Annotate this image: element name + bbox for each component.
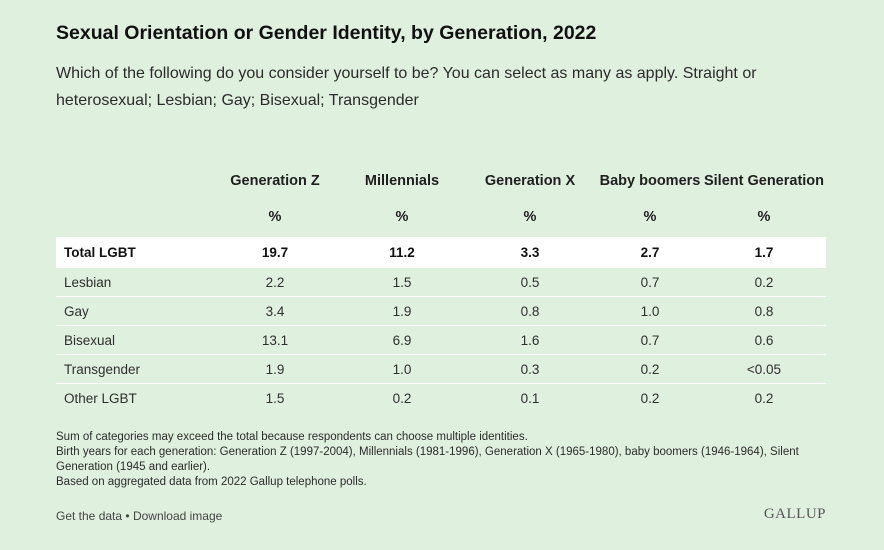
chart-title: Sexual Orientation or Gender Identity, b…: [56, 22, 597, 44]
table-cell: 0.2: [392, 390, 412, 406]
column-header: Baby boomers: [599, 173, 701, 189]
table-cell: 19.7: [208, 237, 342, 268]
table-cell: 0.7: [598, 267, 702, 297]
table-row-bisexual: Bisexual 13.1 6.9 1.6 0.7 0.6: [56, 325, 826, 355]
table-cell: 0.5: [462, 267, 598, 297]
table-row-gay: Gay 3.4 1.9 0.8 1.0 0.8: [56, 296, 826, 326]
footnote: Based on aggregated data from 2022 Gallu…: [56, 476, 367, 488]
table-cell: 0.3: [462, 354, 598, 384]
data-table: Generation Z Millennials Generation X Ba…: [56, 147, 826, 412]
unit-label: %: [268, 209, 282, 225]
table-cell: 0.6: [702, 325, 826, 355]
unit-label: %: [523, 209, 537, 225]
unit-label: %: [757, 209, 771, 225]
table-row-lesbian: Lesbian 2.2 1.5 0.5 0.7 0.2: [56, 267, 826, 297]
table-cell: 0.8: [462, 296, 598, 326]
table-cell: 2.2: [208, 267, 342, 297]
table-cell: 0.1: [520, 390, 540, 406]
table-row-transgender: Transgender 1.9 1.0 0.3 0.2 <0.05: [56, 354, 826, 384]
table-cell: <0.05: [702, 354, 826, 384]
chart-subtitle: Which of the following do you consider y…: [56, 65, 757, 109]
column-header: Generation Z: [230, 173, 320, 189]
table-cell: 1.5: [265, 390, 285, 406]
download-image-link[interactable]: Download image: [132, 509, 223, 523]
table-cell: 0.2: [598, 354, 702, 384]
table-cell: 2.7: [598, 237, 702, 268]
table-cell: 6.9: [342, 325, 462, 355]
column-header: Millennials: [364, 173, 440, 189]
unit-label: %: [395, 209, 409, 225]
footer-links: Get the data • Download image: [56, 509, 222, 523]
table-cell: 0.8: [702, 296, 826, 326]
table-cell: 1.5: [342, 267, 462, 297]
column-header-row: Generation Z Millennials Generation X Ba…: [56, 147, 826, 191]
row-label-header: [56, 147, 208, 191]
table-cell: 1.7: [702, 237, 826, 268]
row-label: Total LGBT: [56, 237, 208, 268]
get-data-link[interactable]: Get the data: [56, 509, 123, 523]
row-label: Gay: [56, 296, 208, 326]
table-cell: 13.1: [208, 325, 342, 355]
table-cell: 0.2: [702, 267, 826, 297]
table-cell: 1.6: [462, 325, 598, 355]
unit-label: %: [643, 209, 657, 225]
table-cell: 3.4: [208, 296, 342, 326]
row-label: Lesbian: [56, 267, 208, 297]
row-label: Other LGBT: [64, 390, 137, 406]
table-cell: 1.9: [208, 354, 342, 384]
link-separator: •: [125, 509, 130, 523]
table-row-other-lgbt: Other LGBT 1.5 0.2 0.1 0.2 0.2: [56, 384, 826, 413]
column-header: Generation X: [484, 173, 576, 189]
row-label: Transgender: [56, 354, 208, 384]
gallup-logo: GALLUP: [763, 506, 826, 522]
footnote: Birth years for each generation: Generat…: [56, 446, 799, 473]
table-cell: 0.7: [598, 325, 702, 355]
table-cell: 0.2: [754, 390, 774, 406]
table-row-total-lgbt: Total LGBT 19.7 11.2 3.3 2.7 1.7: [56, 237, 826, 268]
column-header: Silent Generation: [703, 173, 825, 189]
table-cell: 1.0: [342, 354, 462, 384]
unit-header-row: % % % % %: [56, 191, 826, 237]
table-cell: 11.2: [342, 237, 462, 268]
row-label: Bisexual: [56, 325, 208, 355]
table-cell: 1.9: [342, 296, 462, 326]
table-cell: 1.0: [598, 296, 702, 326]
footnote: Sum of categories may exceed the total b…: [56, 431, 528, 443]
table-cell: 3.3: [462, 237, 598, 268]
table-cell: 0.2: [640, 390, 660, 406]
footnotes: Sum of categories may exceed the total b…: [56, 430, 846, 490]
